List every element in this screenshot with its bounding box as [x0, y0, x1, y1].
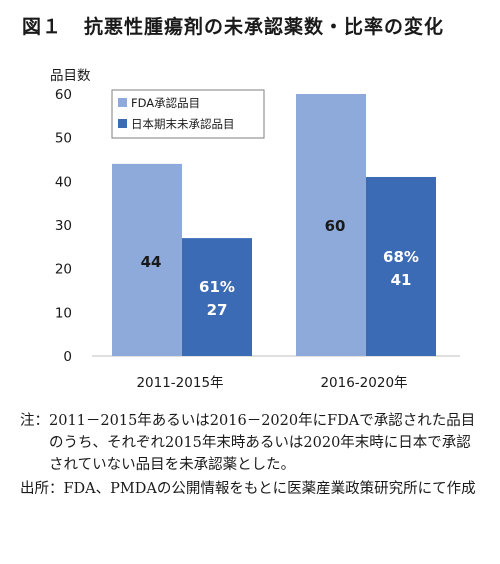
- data-label-japan-count: 41: [391, 271, 412, 289]
- legend-label: 日本期末未承認品目: [131, 117, 235, 131]
- y-axis-ticks: 0 10 20 30 40 50 60: [55, 87, 72, 365]
- legend-swatch: [118, 119, 127, 128]
- y-tick-label: 50: [55, 131, 72, 147]
- data-label-japan-count: 27: [207, 301, 228, 319]
- y-tick-label: 40: [55, 174, 72, 190]
- bar-japan-unapproved: [366, 176, 436, 356]
- y-tick-label: 30: [55, 218, 72, 234]
- legend-label: FDA承認品目: [131, 96, 200, 110]
- note-label: 注：: [20, 413, 49, 429]
- note-text: 2011－2015年あるいは2016－2020年にFDAで承認された品目のうち、…: [49, 413, 476, 473]
- source-label: 出所：: [20, 481, 64, 497]
- source-row: 出所： FDA、PMDAの公開情報をもとに医薬産業政策研究所にて作成: [20, 478, 480, 500]
- y-axis-label: 品目数: [50, 68, 91, 84]
- y-tick-label: 60: [55, 87, 72, 103]
- x-axis-ticks: 2011-2015年 2016-2020年: [136, 375, 407, 391]
- data-label-japan-pct: 68%: [383, 248, 419, 266]
- note-row: 注： 2011－2015年あるいは2016－2020年にFDAで承認された品目の…: [20, 410, 480, 476]
- x-tick-label: 2016-2020年: [320, 375, 407, 391]
- legend-swatch: [118, 98, 127, 107]
- bar-chart: 品目数 0 10 20 30 40 50 60 44 61% 27 60 68% 41 2011-20…: [50, 68, 460, 391]
- bar-fda: [296, 94, 366, 356]
- data-label-fda: 60: [325, 217, 346, 235]
- bar-japan-unapproved: [182, 238, 252, 356]
- bar-fda: [112, 163, 182, 356]
- x-tick-label: 2011-2015年: [136, 375, 223, 391]
- figure-title: 図１ 抗悪性腫瘍剤の未承認薬数・比率の変化: [22, 12, 444, 39]
- bars: 44 61% 27 60 68% 41: [112, 94, 436, 356]
- data-label-japan-pct: 61%: [199, 278, 235, 296]
- data-label-fda: 44: [141, 253, 162, 271]
- figure-title-text: 抗悪性腫瘍剤の未承認薬数・比率の変化: [84, 16, 445, 38]
- legend-box: [111, 89, 265, 139]
- notes: 注： 2011－2015年あるいは2016－2020年にFDAで承認された品目の…: [20, 410, 480, 500]
- y-tick-label: 0: [63, 349, 72, 365]
- source-text: FDA、PMDAの公開情報をもとに医薬産業政策研究所にて作成: [63, 481, 476, 497]
- figure-number: 図１: [22, 16, 63, 38]
- y-tick-label: 20: [55, 262, 72, 278]
- y-tick-label: 10: [55, 305, 72, 321]
